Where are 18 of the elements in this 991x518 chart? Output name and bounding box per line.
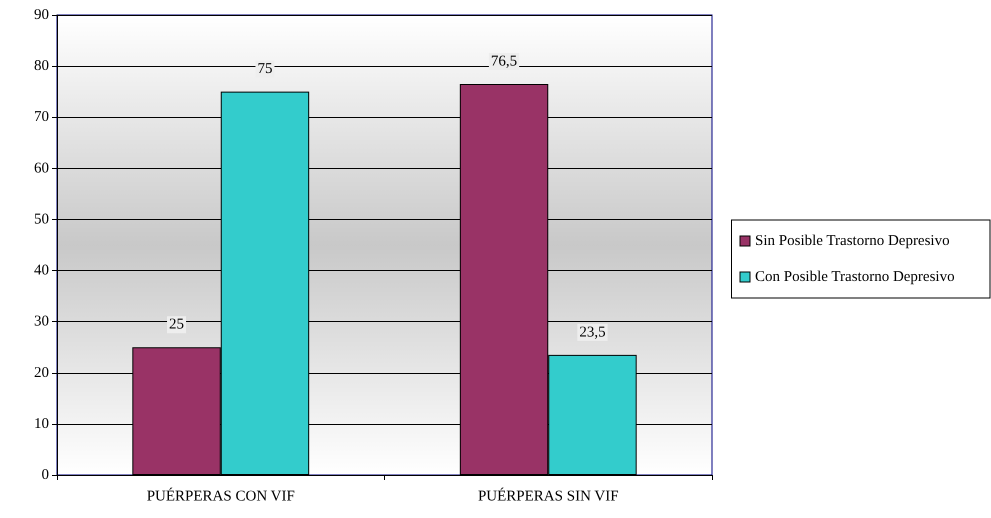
x-tick-label: PUÉRPERAS SIN VIF	[478, 488, 619, 504]
data-label: 75	[257, 61, 272, 78]
y-tick-label: 60	[34, 160, 49, 176]
x-tick-label: PUÉRPERAS CON VIF	[146, 488, 295, 504]
y-tick-label: 30	[34, 314, 49, 330]
data-label: 76,5	[490, 54, 518, 70]
y-tick-label: 10	[34, 416, 49, 432]
data-label: 25	[169, 316, 184, 333]
y-tick-label: 50	[34, 211, 49, 228]
y-tick-label: 90	[34, 7, 49, 23]
y-tick-label: 40	[34, 262, 49, 279]
y-tick-label: 70	[34, 109, 49, 126]
data-label: 23,5	[579, 324, 606, 340]
legend-label: Con Posible Trastorno Depresivo	[755, 269, 955, 285]
legend-label: Sin Posible Trastorno Depresivo	[755, 233, 950, 249]
y-tick-label: 0	[42, 467, 49, 483]
y-tick-label: 80	[34, 58, 49, 74]
y-tick-label: 20	[34, 364, 49, 381]
